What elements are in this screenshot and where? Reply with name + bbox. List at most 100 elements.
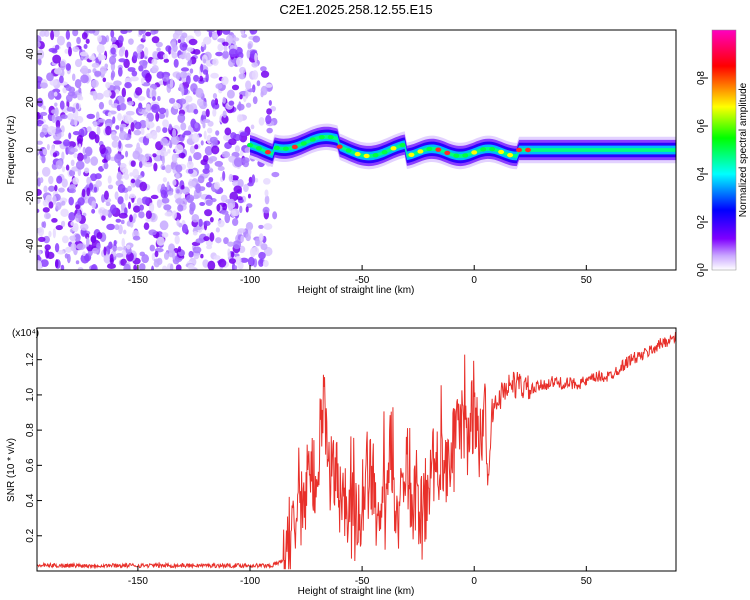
noise-speckle [206,30,216,33]
noise-speckle [105,125,112,136]
noise-speckle [107,175,112,184]
noise-speckle [262,178,271,185]
snr-frame [36,327,677,572]
noise-speckle [150,194,159,200]
noise-speckle [118,140,122,149]
noise-speckle [213,255,221,260]
noise-speckle [247,256,255,267]
noise-speckle [245,90,249,99]
noise-speckle [204,209,213,217]
noise-speckle [78,87,82,94]
noise-speckle [180,71,188,79]
noise-speckle [258,233,264,242]
noise-speckle [122,167,129,176]
noise-speckle [247,43,252,50]
noise-speckle [72,107,76,114]
noise-speckle [73,152,78,159]
signal-hotspot [471,150,478,155]
noise-speckle [244,147,251,154]
noise-speckle [133,264,138,270]
noise-speckle [168,123,173,131]
noise-speckle [82,146,86,155]
noise-speckle [228,173,234,183]
signal-hotspot [516,147,523,153]
noise-speckle [200,253,204,259]
noise-speckle [265,83,273,88]
noise-speckle [43,185,48,193]
noise-speckle [236,196,243,201]
noise-speckle [163,251,170,260]
noise-speckle [95,180,102,188]
noise-speckle [223,237,229,245]
noise-speckle [200,63,204,73]
noise-speckle [50,30,55,41]
noise-speckle [47,90,55,100]
snr-panel: -150 -100 -50 0 50 0.2 0.4 0.6 0.8 1.0 1.2 Height … [6,327,677,597]
noise-speckle [75,212,82,223]
noise-speckle [54,102,58,107]
noise-speckle [82,251,86,257]
spectrogram-xlabel: Height of straight line (km) [298,285,415,296]
snr-xtick-label: -50 [355,576,370,587]
noise-speckle [199,201,206,206]
noise-speckle [161,165,166,171]
noise-speckle [251,62,259,68]
noise-speckle [99,66,107,75]
noise-speckle [73,116,78,127]
noise-speckle [65,85,72,92]
noise-speckle [79,51,88,57]
noise-speckle [135,87,143,96]
noise-speckle [55,159,63,170]
noise-speckle [121,87,127,98]
noise-speckle [74,58,83,68]
noise-speckle [145,210,152,220]
noise-speckle [243,183,249,193]
noise-speckle [139,263,146,270]
noise-speckle [42,105,46,110]
noise-speckle [61,200,66,206]
noise-speckle [60,60,66,71]
noise-speckle [129,214,133,223]
noise-speckle [84,167,90,174]
signal-hotspot [399,142,406,148]
noise-speckle [151,88,157,99]
noise-speckle [119,123,127,128]
noise-speckle [171,153,178,163]
noise-speckle [263,223,273,230]
noise-speckle [46,144,50,151]
noise-speckle [271,171,280,178]
noise-speckle [172,128,177,139]
noise-speckle [127,67,136,72]
noise-speckle [151,36,160,44]
noise-speckle [224,127,232,136]
noise-speckle [266,108,273,115]
noise-speckle [61,151,65,161]
noise-speckle [254,237,260,247]
signal-hotspot [480,147,487,152]
noise-speckle [109,55,117,65]
noise-speckle [166,83,172,94]
noise-speckle [187,168,194,174]
noise-speckle [81,32,88,40]
noise-speckle [205,199,213,207]
noise-speckle [186,194,195,203]
noise-speckle [60,208,69,218]
noise-speckle [77,197,85,206]
signal-hotspot [291,144,298,150]
noise-speckle [260,70,270,78]
noise-speckle [156,47,161,52]
noise-speckle [37,196,41,205]
noise-speckle [245,80,252,90]
noise-speckle [55,201,62,211]
signal-hotspot [300,141,307,146]
noise-speckle [139,181,148,192]
noise-speckle [172,43,178,53]
noise-speckle [201,110,207,116]
noise-speckle [60,220,66,228]
signal-hotspot [462,153,469,158]
noise-speckle [195,183,201,194]
noise-speckle [193,151,202,161]
noise-speckle [200,159,208,166]
noise-speckle [193,74,200,82]
